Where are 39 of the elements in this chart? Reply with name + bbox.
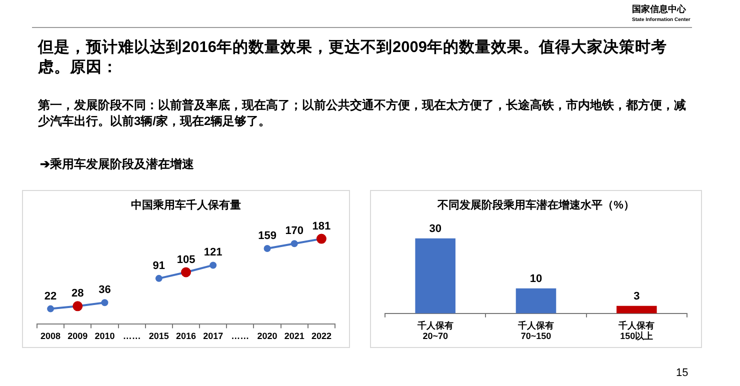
chart-title: 中国乘用车千人保有量 — [131, 198, 241, 212]
data-label: 105 — [176, 254, 196, 266]
text: 但是，预计难以达到2016年的数量效果，更达不到2009年的数量效果。值得大家决策时考虑。原因： — [38, 38, 668, 78]
text: ➔乘用车发展阶段及潜在增速 — [40, 157, 195, 173]
x-tick-label: 2009 — [68, 331, 88, 342]
point — [101, 299, 108, 306]
data-label: 22 — [44, 290, 57, 302]
data-label: 91 — [152, 260, 166, 272]
data-label: 10 — [530, 272, 542, 285]
data-label: 170 — [285, 225, 304, 238]
data-label: 28 — [72, 288, 84, 300]
text: 15 — [676, 366, 690, 380]
data-label: 121 — [204, 246, 222, 259]
data-label: 36 — [98, 284, 111, 296]
x-tick-label: 2016 — [176, 331, 196, 342]
point — [155, 274, 162, 282]
data-label: 159 — [258, 230, 276, 242]
chart-title: 不同发展阶段乘用车潜在增速水平（%） — [436, 198, 634, 212]
x-tick-label: 2021 — [284, 331, 304, 342]
x-tick-label: …… — [231, 331, 250, 342]
x-tick-label: 2020 — [257, 331, 278, 342]
point — [47, 305, 54, 312]
data-label: 3 — [634, 290, 640, 302]
data-label: 181 — [312, 220, 331, 232]
x-tick-label: 千人保有 20~70 — [416, 320, 454, 342]
x-tick-label: 千人保有 150以上 — [618, 320, 655, 342]
text: 第一，发展阶段不同：以前普及率底，现在高了；以前公共交通不方便，现在太方便了，长途高铁，市内地铁，都方便，减少汽车出行。以前3辆/家，现在2辆足够了。 — [38, 98, 687, 130]
x-tick-label: …… — [122, 331, 141, 342]
point — [210, 262, 217, 269]
point — [264, 244, 271, 252]
point — [290, 240, 298, 248]
data-label: 30 — [429, 222, 442, 235]
x-tick-label: 2015 — [148, 331, 169, 342]
text: 国家信息中心 — [632, 4, 687, 16]
x-tick-label: 2010 — [94, 331, 115, 342]
x-tick-label: 2008 — [40, 331, 61, 342]
x-tick-label: 2017 — [203, 331, 224, 342]
x-tick-label: 千人保有 70~150 — [517, 320, 554, 342]
x-tick-label: 2022 — [311, 331, 332, 342]
